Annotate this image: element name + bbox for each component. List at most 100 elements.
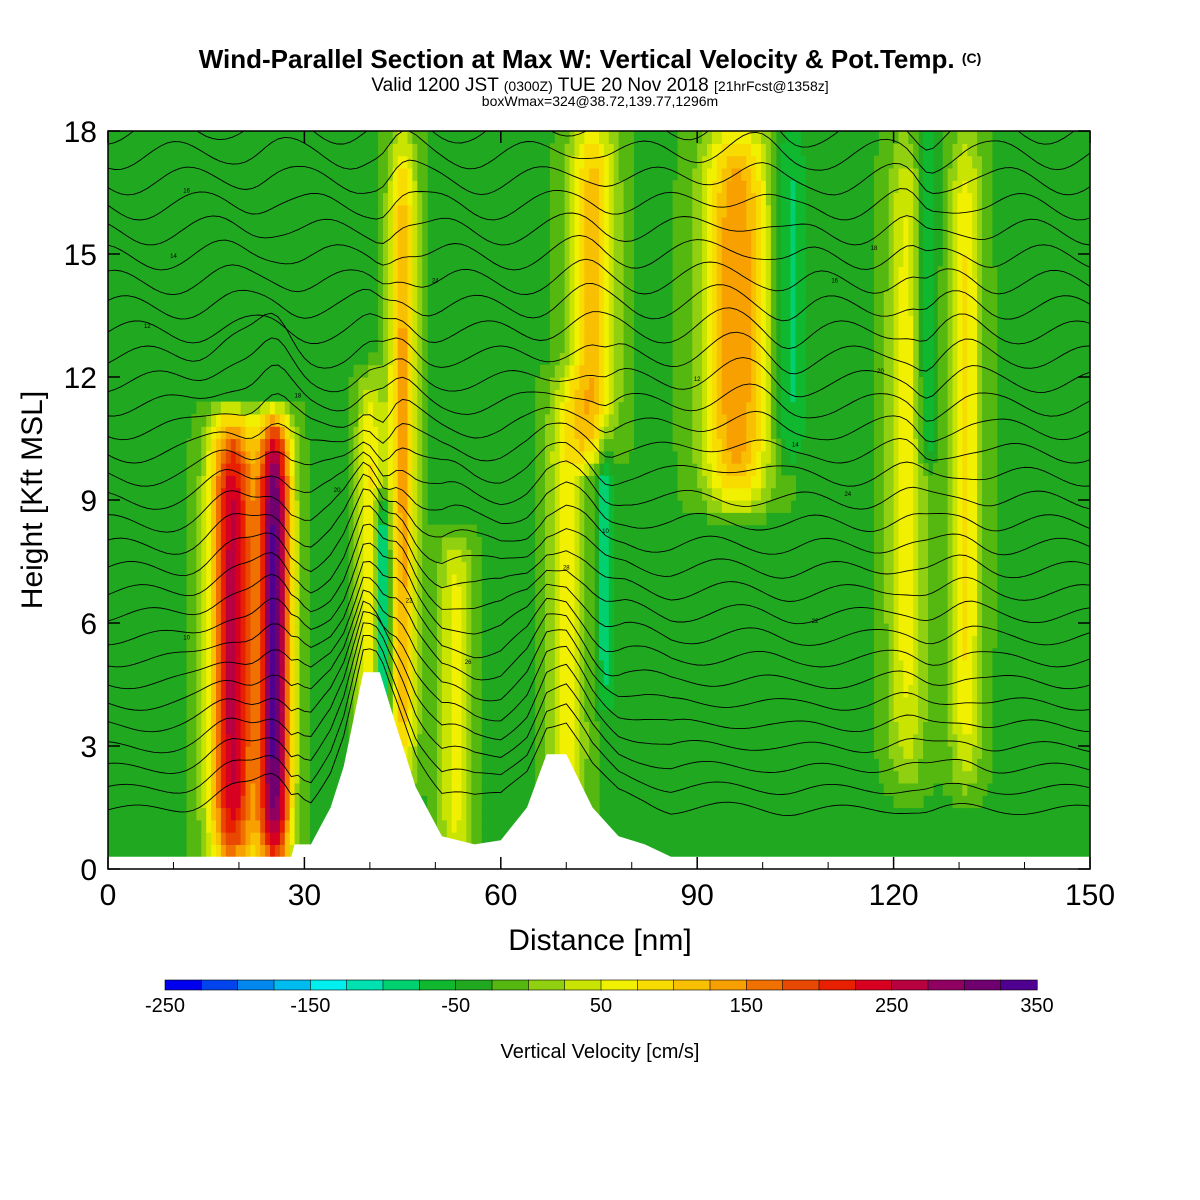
velocity-cell [942,303,949,317]
velocity-cell [702,413,708,427]
velocity-cell [972,143,978,157]
velocity-cell [972,647,978,661]
velocity-cell [672,204,679,218]
velocity-cell [574,487,580,501]
velocity-cell [250,635,256,649]
velocity-cell [216,659,222,673]
velocity-cell [407,278,413,292]
velocity-cell [977,524,983,538]
velocity-cell [392,709,399,722]
velocity-cell [707,401,713,415]
velocity-cell [535,659,541,673]
velocity-cell [363,561,369,575]
velocity-cell [942,340,949,353]
velocity-cell [461,795,467,809]
velocity-cell [569,143,575,157]
velocity-cell [427,782,433,796]
velocity-cell [756,352,762,366]
velocity-cell [540,733,546,747]
velocity-cell [594,426,600,440]
velocity-cell [564,143,571,157]
velocity-cell [191,659,197,673]
velocity-cell [775,475,782,489]
velocity-cell [279,549,286,563]
velocity-cell [928,561,934,575]
velocity-cell [883,561,890,575]
velocity-cell [220,549,227,563]
velocity-cell [289,770,296,784]
velocity-cell [451,573,458,587]
velocity-cell [903,167,909,181]
velocity-cell [220,832,227,845]
velocity-cell [874,377,880,390]
velocity-cell [274,524,281,538]
velocity-cell [559,315,566,329]
velocity-cell [378,647,384,661]
velocity-cell [942,487,949,501]
velocity-cell [289,696,296,710]
velocity-cell [608,389,615,403]
velocity-cell [589,315,595,329]
velocity-cell [682,450,688,464]
velocity-cell [937,524,944,538]
velocity-cell [707,438,713,452]
velocity-cell [437,549,443,563]
velocity-cell [569,377,575,390]
velocity-cell [928,303,934,317]
velocity-cell [942,192,949,206]
velocity-cell [977,180,983,194]
velocity-cell [756,463,762,476]
velocity-cell [265,401,271,415]
velocity-cell [216,610,222,624]
velocity-cell [731,487,738,501]
velocity-cell [898,475,904,489]
velocity-cell [795,426,801,440]
velocity-cell [471,586,477,599]
velocity-cell [569,475,575,489]
velocity-cell [687,204,693,218]
velocity-cell [579,450,585,464]
velocity-cell [692,475,698,489]
velocity-cell [962,438,968,452]
velocity-cell [692,204,698,218]
velocity-cell [201,500,207,513]
velocity-cell [574,192,580,206]
velocity-cell [692,254,698,267]
velocity-cell [589,549,595,563]
velocity-cell [427,709,433,722]
velocity-cell [535,573,541,587]
velocity-cell [982,340,988,353]
velocity-cell [407,364,413,378]
velocity-cell [711,389,718,403]
velocity-cell [559,303,566,317]
velocity-cell [294,586,301,599]
velocity-cell [883,598,890,612]
velocity-cell [554,672,561,686]
velocity-cell [923,746,929,759]
velocity-cell [476,807,482,821]
velocity-cell [613,401,620,415]
velocity-cell [947,746,954,759]
velocity-cell [928,131,934,144]
velocity-cell [800,167,806,181]
velocity-cell [756,254,762,267]
velocity-cell [225,659,232,673]
velocity-cell [977,733,983,747]
velocity-cell [972,377,978,390]
velocity-cell [721,131,728,144]
velocity-cell [397,709,404,722]
velocity-cell [383,377,389,390]
velocity-cell [216,807,222,821]
velocity-cell [579,327,585,341]
velocity-cell [770,290,777,304]
velocity-cell [422,340,428,353]
velocity-cell [972,721,978,735]
velocity-cell [579,131,585,144]
velocity-cell [628,364,634,378]
velocity-cell [883,389,890,403]
velocity-cell [721,450,728,464]
velocity-cell [618,438,625,452]
velocity-cell [785,377,792,390]
velocity-cell [962,672,968,686]
velocity-cell [751,180,757,194]
